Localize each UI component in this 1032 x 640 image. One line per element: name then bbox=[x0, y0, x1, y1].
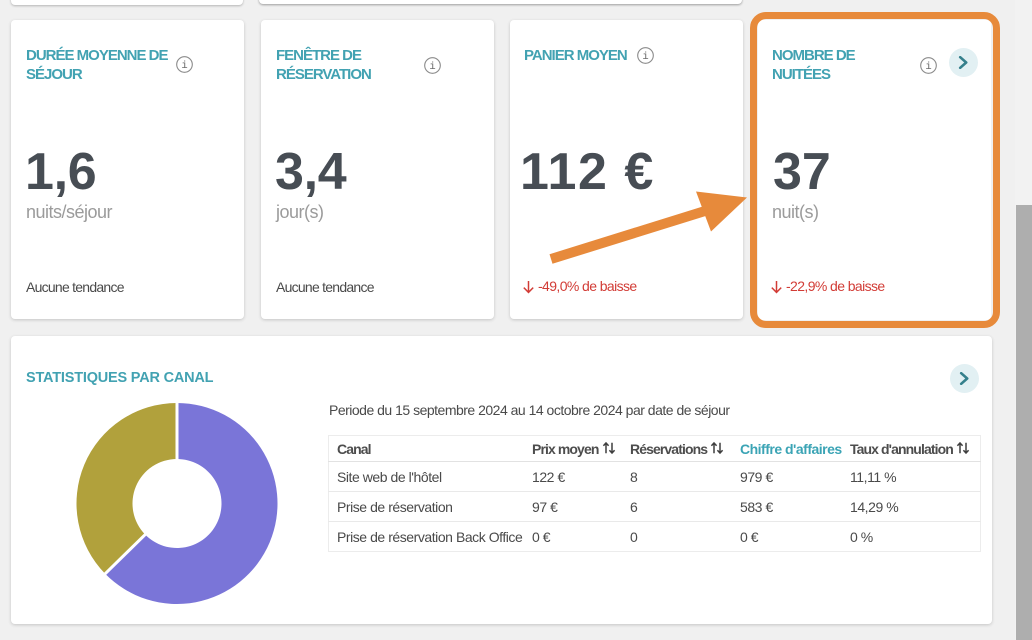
svg-text:i: i bbox=[181, 60, 187, 72]
svg-text:i: i bbox=[429, 61, 435, 73]
svg-text:i: i bbox=[925, 61, 931, 73]
svg-text:i: i bbox=[642, 51, 648, 63]
